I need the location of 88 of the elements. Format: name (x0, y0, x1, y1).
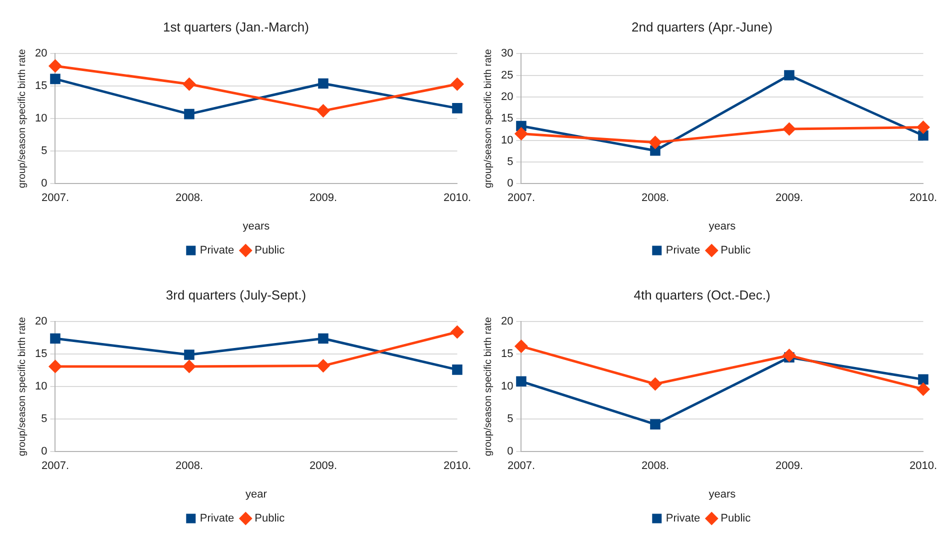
chart-title: 3rd quarters (July-Sept.) (166, 287, 306, 302)
x-tick-label: 2009. (309, 192, 337, 204)
y-tick-label: 10 (500, 134, 514, 146)
point (516, 376, 526, 387)
chart-title: 1st quarters (Jan.-March) (163, 19, 309, 34)
y-tick-label: 0 (507, 178, 514, 190)
point (648, 136, 662, 149)
y-tick-label: 20 (500, 316, 514, 328)
y-tick-label: 30 (500, 48, 514, 60)
x-axis-title: years (708, 488, 736, 500)
legend-label: Private (666, 512, 700, 525)
y-tick-label: 0 (41, 178, 48, 190)
x-tick-label: 2007. (507, 192, 535, 204)
point (514, 340, 528, 353)
y-tick-label: 15 (34, 80, 48, 92)
y-tick-label: 0 (507, 446, 514, 458)
y-axis-title: group/season specific birth rate (16, 48, 28, 188)
y-tick-label: 10 (500, 380, 514, 393)
point (782, 349, 796, 362)
x-tick-label: 2007. (41, 192, 69, 204)
y-tick-label: 15 (34, 348, 48, 360)
point (184, 350, 194, 360)
x-tick-label: 2009. (775, 192, 803, 204)
point (316, 104, 330, 118)
legend-label: Private (666, 244, 700, 257)
legend-label: Private (200, 512, 234, 525)
y-tick-label: 20 (34, 48, 48, 60)
y-tick-label: 10 (34, 380, 48, 393)
y-tick-label: 10 (34, 112, 48, 125)
point (48, 60, 62, 72)
x-tick-label: 2009. (775, 460, 803, 472)
point (450, 326, 464, 338)
point (650, 146, 660, 156)
y-tick-label: 5 (507, 413, 514, 426)
chart-title: 2nd quarters (Apr.-June) (632, 19, 772, 34)
y-tick-label: 5 (507, 156, 514, 168)
x-tick-label: 2007. (507, 460, 535, 472)
y-axis-title: group/season specific birth rate (482, 48, 494, 188)
x-tick-label: 2009. (309, 460, 337, 472)
point (48, 360, 62, 373)
point (918, 374, 928, 385)
point (318, 333, 328, 344)
x-tick-label: 2010. (909, 192, 937, 204)
point (182, 78, 196, 90)
legend-label: Public (720, 244, 752, 257)
point (514, 128, 528, 140)
y-axis-title: group/season specific birth rate (482, 316, 494, 456)
point (50, 74, 60, 84)
x-tick-label: 2008. (641, 460, 669, 472)
point (318, 78, 328, 89)
point (916, 382, 930, 396)
y-tick-label: 0 (41, 446, 48, 458)
point (50, 333, 60, 344)
x-tick-label: 2010. (443, 192, 471, 204)
x-tick-label: 2007. (41, 460, 69, 472)
y-tick-label: 15 (500, 348, 514, 360)
y-tick-label: 5 (41, 413, 48, 426)
point (784, 70, 794, 80)
legend-label: Public (254, 244, 286, 257)
y-tick-label: 25 (500, 69, 514, 82)
chart-title: 4th quarters (Oct.-Dec.) (634, 287, 770, 302)
y-tick-label: 20 (34, 316, 48, 328)
point (452, 364, 462, 375)
y-tick-label: 20 (500, 90, 514, 103)
point (316, 360, 330, 372)
x-tick-label: 2010. (443, 460, 471, 472)
x-axis-title: year (246, 488, 268, 500)
x-tick-label: 2008. (175, 192, 203, 204)
point (648, 378, 662, 390)
point (782, 122, 796, 136)
point (450, 78, 464, 90)
point (918, 130, 928, 141)
y-tick-label: 15 (500, 112, 514, 125)
point (184, 108, 194, 120)
legend-label: Public (720, 512, 752, 525)
legend-label: Private (200, 244, 234, 257)
x-tick-label: 2008. (641, 192, 669, 204)
legend-label: Public (254, 512, 286, 525)
x-tick-label: 2010. (909, 460, 937, 472)
y-tick-label: 5 (41, 145, 48, 158)
point (650, 419, 660, 430)
x-axis-title: years (242, 220, 270, 232)
x-tick-label: 2008. (175, 460, 203, 472)
point (182, 360, 196, 373)
y-axis-title: group/season specific birth rate (16, 316, 28, 456)
point (452, 103, 462, 114)
point (916, 121, 930, 134)
x-axis-title: years (708, 220, 736, 232)
